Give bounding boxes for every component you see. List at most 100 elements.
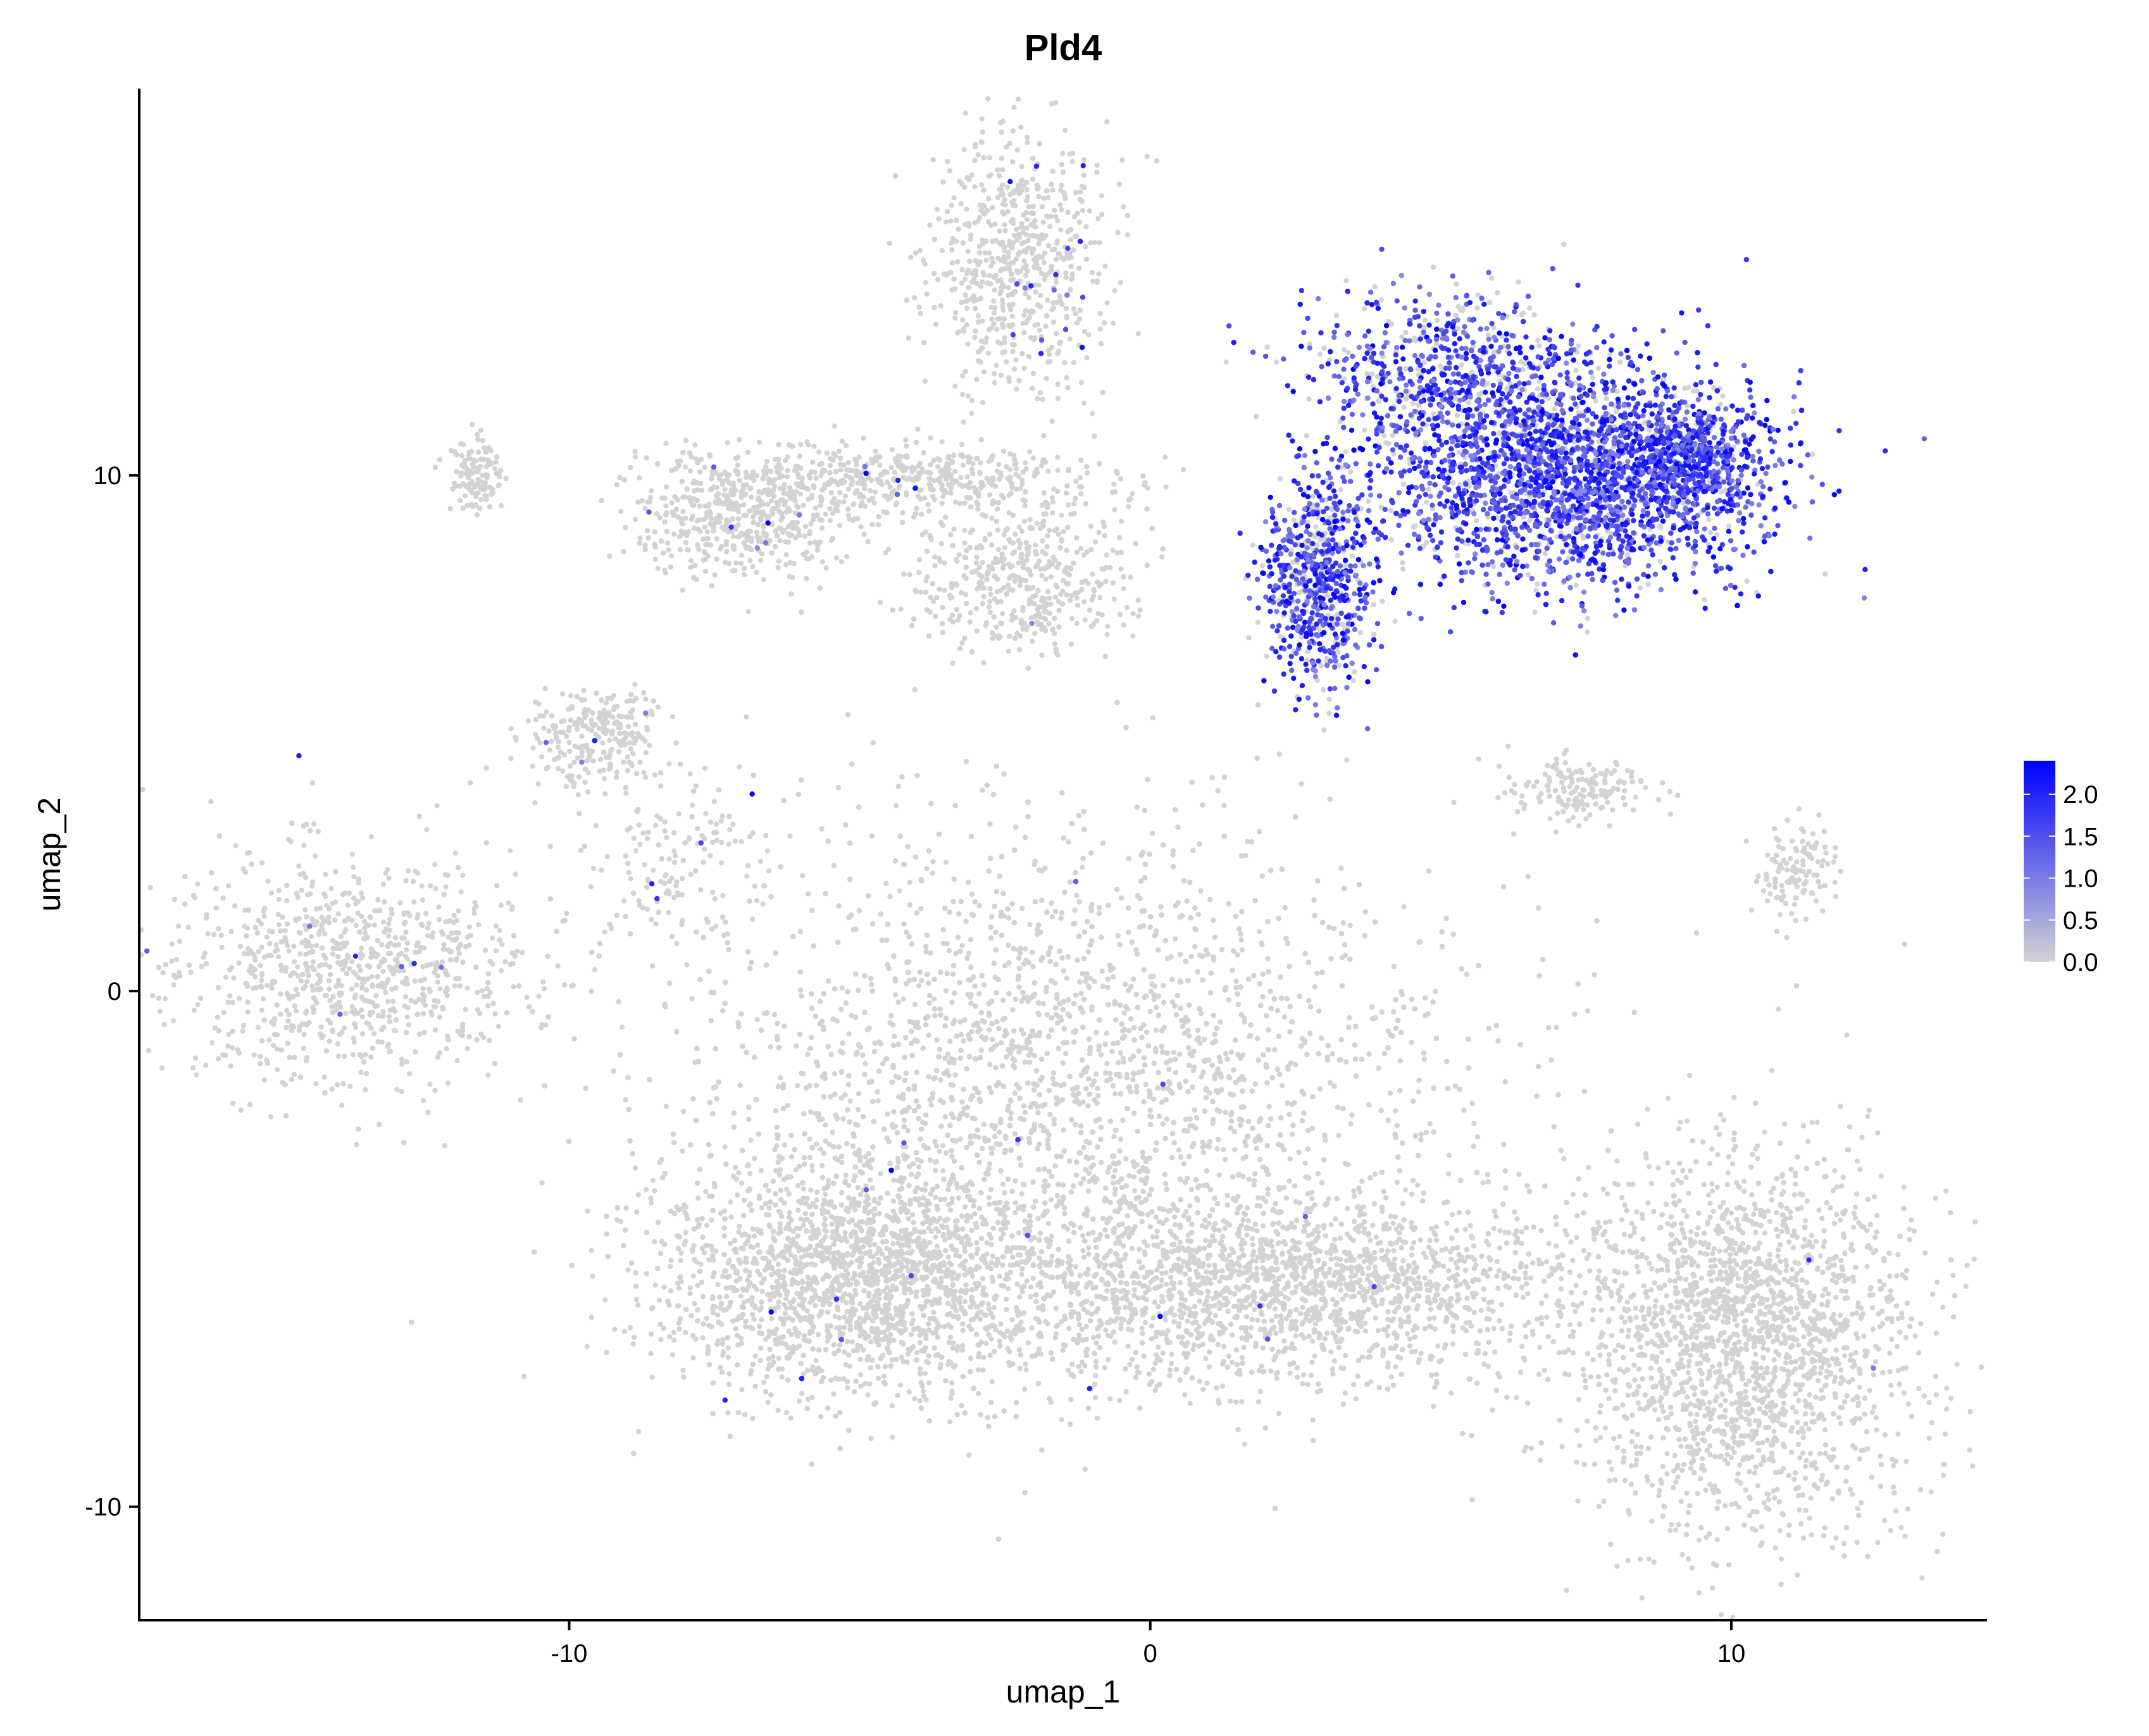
cell-point [1785,879,1790,885]
cell-point [925,470,930,475]
cell-point [322,1090,328,1096]
cell-point [225,1043,231,1049]
cell-point [1033,542,1038,548]
cell-point [669,500,675,506]
cell-point [702,556,708,563]
cell-point [1034,520,1040,527]
cell-point [710,839,716,846]
cell-point [514,948,520,954]
cell-point [248,963,254,970]
cell-point [493,459,499,465]
cell-point [579,734,585,739]
cell-point [754,570,759,575]
cell-point [1586,761,1592,768]
cell-point [948,218,954,224]
cell-point [807,540,813,546]
cell-point [977,470,983,475]
cell-point [512,953,518,959]
cell-point [1032,630,1038,637]
cell-point [1388,537,1395,543]
cell-point [964,322,970,328]
cell-point [788,532,795,538]
cell-point [233,843,239,849]
cell-point [421,1097,427,1104]
cell-point [875,1098,881,1104]
cell-point [697,469,703,475]
cell-point [1593,801,1598,807]
cell-point [644,906,651,912]
cell-point [492,466,498,471]
cell-point [884,479,890,485]
cell-point [1491,563,1497,570]
cell-point [1555,798,1562,804]
cell-point [1580,801,1586,807]
cell-point [1030,455,1036,461]
cell-point [968,236,974,242]
cell-point [687,771,693,777]
cell-point [614,704,620,709]
cell-point [945,482,952,487]
cell-point [568,693,574,699]
cell-point [290,943,297,949]
cell-point [283,1113,289,1119]
cell-point [1714,532,1719,538]
cell-point [1023,209,1029,215]
cell-point [1039,653,1045,658]
cell-point [1094,162,1100,168]
chart-title: Pld4 [1025,27,1102,68]
cell-point [1823,850,1829,856]
cell-point [1040,520,1045,527]
cell-point [1087,208,1092,214]
cell-point [208,799,214,804]
cell-point [621,759,626,765]
cell-point [964,474,970,480]
cell-point [1019,577,1026,583]
cell-point [147,885,153,890]
cell-point [1450,480,1456,486]
cell-point [423,911,429,916]
cell-point [387,916,393,922]
cell-point [418,978,423,984]
cell-point [452,484,459,489]
cell-point [259,1008,265,1013]
cell-point [1321,727,1327,733]
cell-point [278,1047,284,1053]
cell-point [259,972,265,978]
cell-point [537,740,543,746]
cell-point [375,897,381,902]
cell-point [1043,313,1050,319]
cell-point [1793,895,1798,901]
cell-point [1680,500,1686,506]
cell-point [1585,616,1591,621]
cell-point [1055,396,1061,401]
cell-point [1519,793,1525,799]
cell-point [1187,1277,1193,1282]
cell-point [352,995,358,1001]
cell-point [1816,878,1821,885]
cell-point [247,1102,253,1108]
cell-point [1800,858,1806,864]
cell-point [653,822,659,828]
cell-point [1021,330,1027,335]
cell-point [498,902,504,908]
cell-point [725,440,730,446]
cell-point [1113,468,1119,474]
cell-point [1559,780,1565,785]
cell-point [383,980,390,985]
cell-point [923,1112,929,1118]
cell-point [1045,195,1051,201]
cell-point [1645,581,1651,587]
cell-point [1023,466,1029,471]
cell-point [1024,216,1030,222]
cell-point [733,560,739,566]
cell-point [1628,773,1635,780]
cell-point [1016,545,1022,551]
cell-point [1078,458,1084,463]
cell-point [987,532,993,537]
cell-point [914,506,919,511]
cell-point [1003,359,1009,365]
cell-point [415,1011,421,1017]
cell-point [832,423,837,429]
cell-point [1374,373,1380,380]
cell-point [1657,558,1663,565]
